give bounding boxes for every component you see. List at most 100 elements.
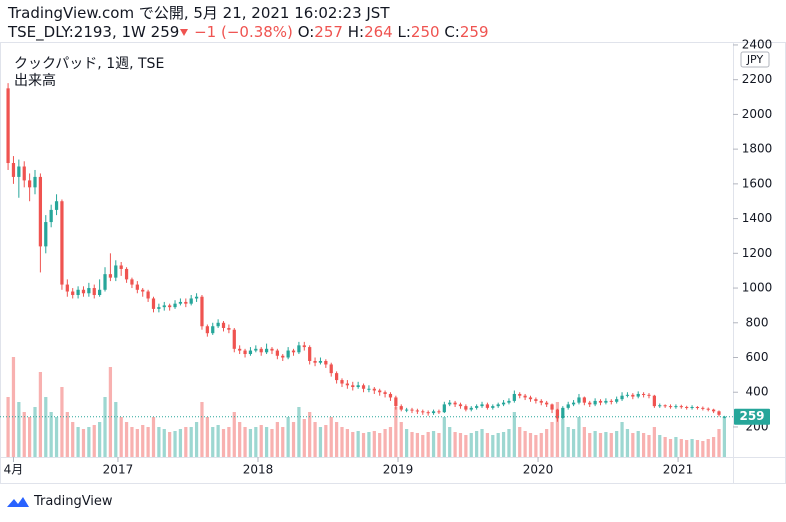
volume-bar — [356, 431, 360, 457]
volume-bar — [647, 435, 651, 457]
currency-box — [740, 51, 770, 68]
candle-body — [641, 393, 646, 395]
volume-bar — [168, 432, 172, 457]
volume-bar — [367, 432, 371, 457]
volume-bar — [405, 429, 409, 457]
candle-body — [130, 279, 134, 285]
h-value: 264 — [364, 23, 393, 41]
candle-body — [291, 350, 296, 353]
candle-body — [227, 327, 231, 330]
volume-bar — [189, 427, 193, 457]
volume-bar — [394, 407, 398, 457]
candle-body — [184, 301, 188, 304]
candle-body — [71, 291, 75, 295]
volume-bar — [711, 437, 716, 457]
candle-body — [571, 402, 576, 405]
volume-bar — [615, 431, 619, 457]
candle-body — [146, 291, 150, 299]
candle-body — [496, 404, 500, 407]
candle-body — [6, 88, 10, 164]
candle-body — [566, 404, 570, 408]
volume-bar — [383, 429, 387, 457]
volume-bar — [577, 417, 581, 457]
volume-bar — [448, 427, 452, 457]
volume-bar — [512, 412, 516, 457]
volume-bar — [200, 402, 204, 457]
candle-body — [604, 400, 608, 403]
volume-bar — [625, 429, 630, 457]
y-tick-label: 600 — [746, 350, 769, 364]
candle-body — [22, 166, 26, 181]
candle-body — [334, 373, 339, 381]
volume-bar — [135, 429, 139, 457]
candle-body — [668, 406, 673, 408]
candle-body — [124, 268, 129, 280]
volume-bar — [124, 422, 129, 457]
candle-body — [695, 406, 700, 408]
candle-body — [652, 395, 656, 407]
volume-bar — [491, 435, 495, 457]
candle-body — [264, 348, 269, 353]
candle-body — [501, 402, 506, 405]
candle-body — [458, 404, 463, 407]
volume-bar — [345, 429, 349, 457]
candle-body — [437, 411, 441, 413]
candle-body — [674, 406, 678, 408]
candle-body — [308, 347, 312, 361]
volume-bar — [162, 429, 166, 457]
volume-bar — [146, 427, 150, 457]
volume-bar — [480, 429, 484, 457]
candle-body — [706, 408, 710, 410]
candle-body — [534, 399, 538, 401]
volume-bar — [157, 427, 161, 457]
y-tick-label: 1000 — [742, 281, 773, 295]
candle-body — [528, 397, 533, 400]
candle-body — [238, 348, 242, 351]
volume-bar — [496, 433, 500, 457]
volume-bar — [318, 427, 323, 457]
candle-body — [87, 288, 91, 294]
volume-bar — [254, 427, 258, 457]
volume-bar — [507, 429, 511, 457]
legend-title: クックパッド, 1週, TSE — [14, 56, 164, 72]
volume-bar — [38, 372, 43, 457]
candle-body — [157, 307, 161, 309]
candle-body — [577, 397, 581, 403]
candle-body — [405, 409, 409, 411]
brand: TradingView — [34, 494, 113, 509]
volume-bar — [674, 437, 678, 457]
volume-bar — [652, 427, 656, 457]
volume-bar — [92, 425, 96, 457]
volume-bar — [221, 429, 226, 457]
last-price-tag — [734, 408, 770, 425]
candle-body — [394, 397, 398, 407]
frame — [0, 42, 786, 484]
volume-bar — [588, 433, 592, 457]
volume-bar — [566, 427, 570, 457]
candle-body — [11, 163, 16, 177]
candle-body — [44, 222, 48, 247]
volume-bar — [44, 397, 48, 457]
candle-body — [270, 348, 274, 351]
candle-body — [189, 298, 193, 304]
candle-body — [475, 406, 479, 408]
candle-body — [690, 406, 694, 408]
volume-bar — [528, 433, 533, 457]
volume-bar — [620, 422, 624, 457]
candle-body — [518, 393, 522, 396]
volume-bar — [690, 439, 694, 457]
volume-bar — [49, 412, 53, 457]
volume-bar — [351, 432, 355, 457]
candle-body — [421, 411, 425, 413]
volume-bar — [410, 432, 414, 457]
volume-bar — [22, 412, 26, 457]
volume-bar — [28, 417, 32, 457]
candle-body — [345, 383, 349, 386]
volume-bar — [361, 433, 366, 457]
candle-body — [65, 284, 69, 292]
candle-body — [582, 397, 586, 403]
volume-bar — [281, 427, 285, 457]
candle-body — [491, 406, 495, 408]
candle-body — [631, 394, 635, 397]
header: TradingView.com で公開, 5月 21, 2021 16:02:2… — [8, 4, 489, 42]
